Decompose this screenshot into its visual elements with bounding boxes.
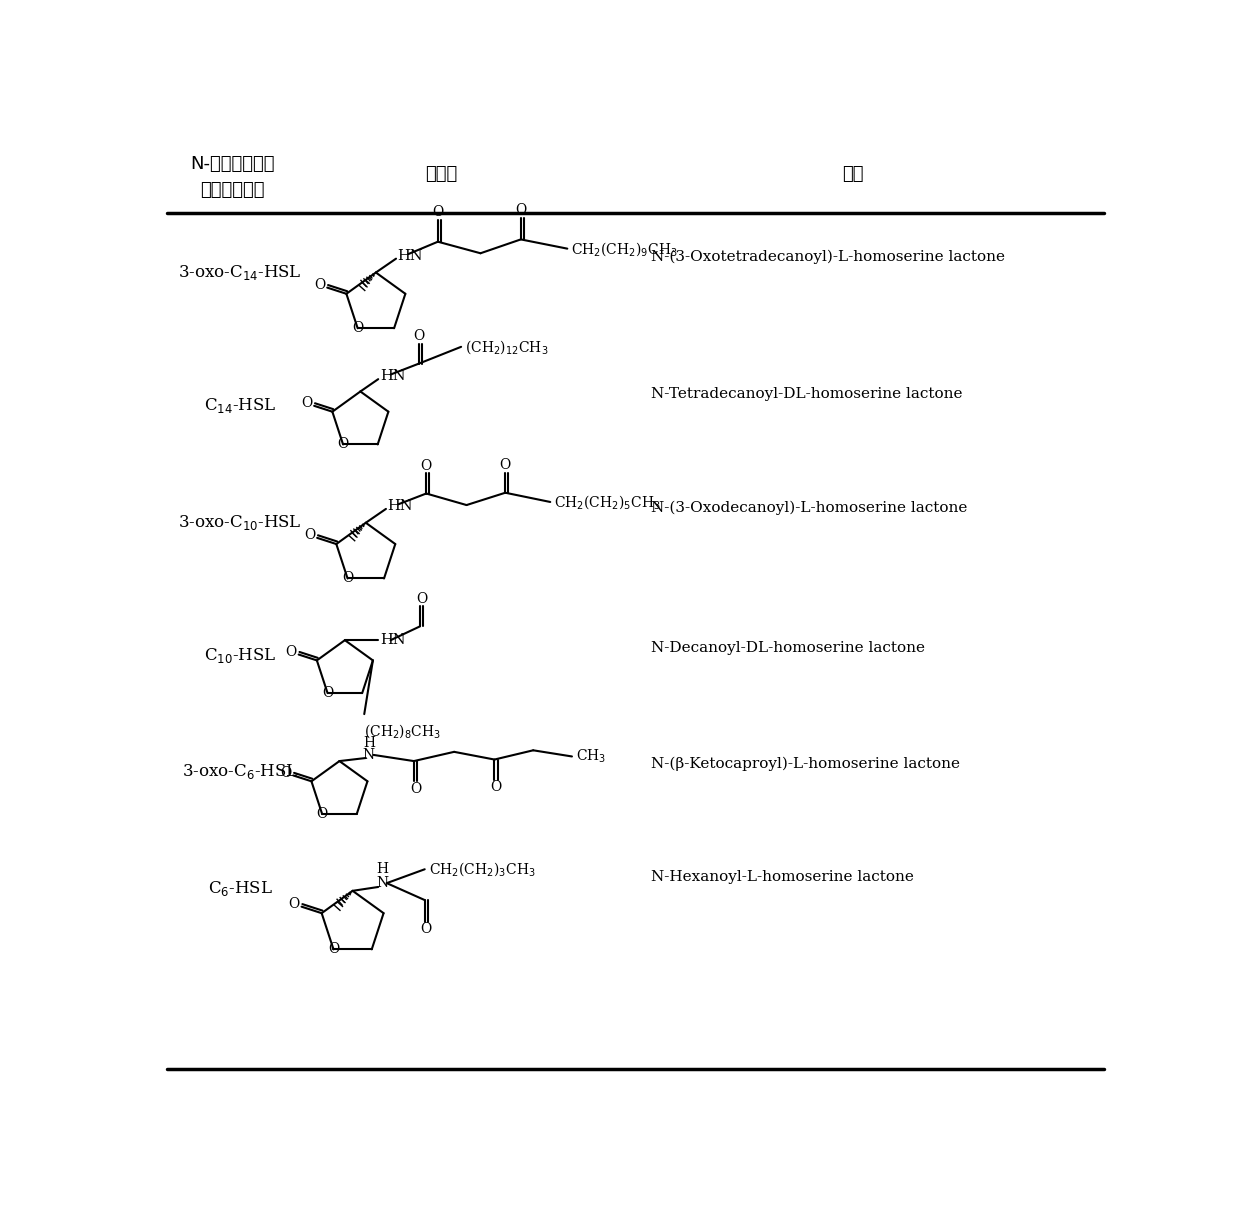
Text: HN: HN [387,499,413,513]
Text: C$_{14}$-HSL: C$_{14}$-HSL [205,395,277,415]
Text: HN: HN [379,369,405,383]
Text: C$_{10}$-HSL: C$_{10}$-HSL [205,646,277,665]
Text: N-(β-Ketocaproyl)-L-homoserine lactone: N-(β-Ketocaproyl)-L-homoserine lactone [651,756,960,770]
Text: O: O [280,767,291,780]
Text: (CH$_2$)$_8$CH$_3$: (CH$_2$)$_8$CH$_3$ [365,722,441,740]
Text: O: O [342,572,353,585]
Text: CH$_2$(CH$_2$)$_3$CH$_3$: CH$_2$(CH$_2$)$_3$CH$_3$ [429,861,536,878]
Text: O: O [304,528,315,543]
Text: (CH$_2$)$_{12}$CH$_3$: (CH$_2$)$_{12}$CH$_3$ [465,339,548,355]
Text: O: O [314,278,325,293]
Text: H: H [363,735,374,750]
Text: O: O [413,329,424,343]
Text: O: O [337,438,348,451]
Text: O: O [327,942,339,956]
Text: CH$_3$: CH$_3$ [575,747,606,765]
Text: O: O [322,687,334,700]
Text: 内酯类化合物: 内酯类化合物 [200,180,265,198]
Text: O: O [352,322,363,335]
Text: N: N [363,748,374,762]
Text: O: O [415,591,428,606]
Text: 结构式: 结构式 [425,166,458,184]
Text: N: N [376,877,388,890]
Text: O: O [301,397,312,410]
Text: N-Hexanoyl-L-homoserine lactone: N-Hexanoyl-L-homoserine lactone [651,870,914,884]
Text: N-(3-Oxodecanoyl)-L-homoserine lactone: N-(3-Oxodecanoyl)-L-homoserine lactone [651,501,967,515]
Text: 3-oxo-C$_{14}$-HSL: 3-oxo-C$_{14}$-HSL [179,264,303,282]
Text: N-Tetradecanoyl-DL-homoserine lactone: N-Tetradecanoyl-DL-homoserine lactone [651,387,962,401]
Text: N-酰基高丝氨酸: N-酰基高丝氨酸 [190,155,275,173]
Text: CH$_2$(CH$_2$)$_9$CH$_3$: CH$_2$(CH$_2$)$_9$CH$_3$ [572,239,678,258]
Text: N-(3-Oxotetradecanoyl)-L-homoserine lactone: N-(3-Oxotetradecanoyl)-L-homoserine lact… [651,250,1004,265]
Text: O: O [433,206,444,220]
Text: O: O [420,458,432,473]
Text: O: O [316,808,327,821]
Text: O: O [500,458,511,472]
Text: 全称: 全称 [842,166,863,184]
Text: O: O [515,203,527,218]
Text: O: O [490,780,502,794]
Text: 3-oxo-C$_{10}$-HSL: 3-oxo-C$_{10}$-HSL [179,514,303,532]
Text: O: O [285,646,296,659]
Text: O: O [289,897,300,912]
Text: O: O [420,922,432,936]
Text: HN: HN [379,634,405,647]
Text: CH$_2$(CH$_2$)$_5$CH$_3$: CH$_2$(CH$_2$)$_5$CH$_3$ [554,493,661,511]
Text: 3-oxo-C$_6$-HSL: 3-oxo-C$_6$-HSL [182,762,299,781]
Text: HN: HN [398,249,423,262]
Text: C$_6$-HSL: C$_6$-HSL [208,879,273,898]
Text: N-Decanoyl-DL-homoserine lactone: N-Decanoyl-DL-homoserine lactone [651,641,925,655]
Text: H: H [376,862,388,877]
Text: O: O [409,782,422,796]
